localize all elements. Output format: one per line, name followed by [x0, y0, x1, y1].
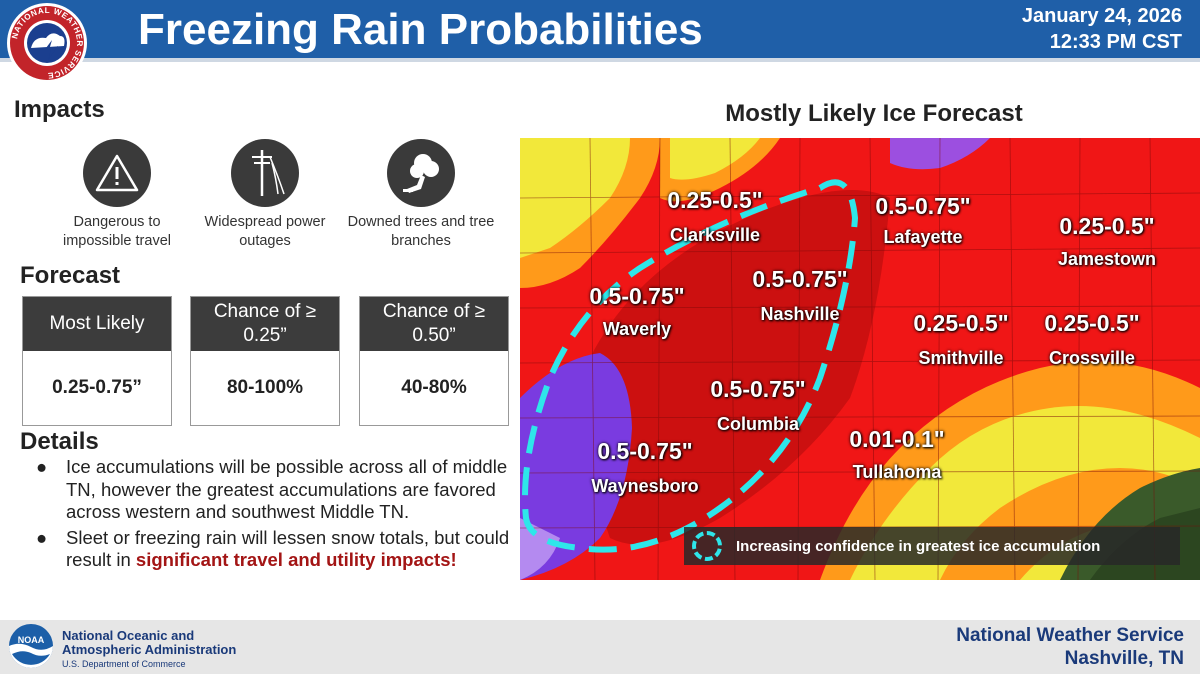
- page-title: Freezing Rain Probabilities: [138, 5, 703, 54]
- impact-trees: Downed trees and tree branches: [346, 139, 496, 251]
- map-label-amount: 0.25-0.5": [1059, 213, 1155, 239]
- map-label-waverly: 0.5-0.75" Waverly: [562, 283, 712, 340]
- downed-tree-icon: [387, 139, 455, 207]
- map-label-city: Waverly: [602, 319, 672, 339]
- details-item-text: Sleet or freezing rain will lessen snow …: [66, 526, 510, 571]
- map-label-jamestown: 0.25-0.5" Jamestown: [1032, 213, 1182, 270]
- map-legend-text: Increasing confidence in greatest ice ac…: [736, 537, 1101, 555]
- forecast-box-chance-050: Chance of ≥ 0.50” 40-80%: [359, 296, 509, 426]
- forecast-box-most-likely: Most Likely 0.25-0.75”: [22, 296, 172, 426]
- map-label-amount: 0.5-0.75": [710, 376, 806, 402]
- bullet-glyph: ●: [36, 456, 48, 477]
- office-line1: National Weather Service: [956, 625, 1184, 646]
- map-label-nashville: 0.5-0.75" Nashville: [725, 266, 875, 325]
- noaa-org-name: National Oceanic and Atmospheric Adminis…: [62, 629, 236, 657]
- map-label-waynesboro: 0.5-0.75" Waynesboro: [570, 438, 720, 497]
- noaa-org-line1: National Oceanic and: [62, 628, 195, 643]
- map-label-amount: 0.5-0.75": [589, 283, 685, 309]
- map-label-city: Lafayette: [883, 227, 963, 247]
- impact-power-label: Widespread power outages: [204, 214, 326, 249]
- map-label-city: Nashville: [760, 304, 840, 324]
- map-label-amount: 0.25-0.5": [913, 310, 1009, 336]
- map-label-amount: 0.01-0.1": [849, 426, 945, 452]
- map-label-tullahoma: 0.01-0.1" Tullahoma: [822, 426, 972, 483]
- map-label-city: Smithville: [918, 348, 1004, 368]
- details-item: ● Ice accumulations will be possible acr…: [24, 456, 520, 524]
- forecast-box-value: 80-100%: [226, 377, 304, 398]
- forecast-box-header: Chance of ≥ 0.25”: [191, 297, 339, 351]
- noaa-logo-icon: NOAA: [9, 624, 53, 668]
- map-label-lafayette: 0.5-0.75" Lafayette: [848, 193, 998, 248]
- header-divider: [0, 58, 1200, 62]
- forecast-box-header: Chance of ≥ 0.50”: [360, 297, 508, 351]
- map-label-smithville: 0.25-0.5" Smithville: [886, 310, 1036, 369]
- map-title: Mostly Likely Ice Forecast: [725, 100, 1023, 127]
- forecast-box-value: 0.25-0.75”: [52, 377, 142, 398]
- forecast-box-header: Most Likely: [23, 297, 171, 351]
- map-label-amount: 0.5-0.75": [752, 266, 848, 292]
- map-label-clarksville: 0.25-0.5" Clarksville: [640, 187, 790, 246]
- map-label-city: Crossville: [1048, 348, 1136, 368]
- header-bar: [0, 0, 1200, 58]
- noaa-org-line2: Atmospheric Administration: [62, 642, 237, 657]
- office-name: National Weather Service Nashville, TN: [956, 624, 1184, 670]
- noaa-department: U.S. Department of Commerce: [62, 659, 186, 669]
- impact-travel: Dangerous to impossible travel: [42, 139, 192, 251]
- forecast-heading: Forecast: [20, 262, 121, 289]
- impacts-heading: Impacts: [14, 96, 105, 123]
- issue-datetime: January 24, 2026 12:33 PM CST: [922, 3, 1182, 55]
- warning-triangle-icon: [83, 139, 151, 207]
- issue-date: January 24, 2026: [1021, 5, 1182, 27]
- power-pole-icon: [231, 139, 299, 207]
- impact-travel-label: Dangerous to impossible travel: [63, 214, 171, 249]
- details-item-text: Ice accumulations will be possible acros…: [66, 456, 508, 522]
- impact-trees-label: Downed trees and tree branches: [347, 214, 495, 249]
- confidence-outline: [522, 179, 859, 553]
- footer-bar: NOAA National Oceanic and Atmospheric Ad…: [0, 620, 1200, 674]
- map-label-city: Columbia: [716, 414, 799, 434]
- map-label-amount: 0.5-0.75": [875, 193, 971, 219]
- map-label-crossville: 0.25-0.5" Crossville: [1017, 310, 1167, 369]
- map-label-city: Waynesboro: [591, 476, 699, 496]
- issue-time: 12:33 PM CST: [1049, 31, 1182, 53]
- details-item-highlight: significant travel and utility impacts!: [135, 549, 457, 570]
- map-label-city: Jamestown: [1057, 249, 1157, 269]
- details-list: ● Ice accumulations will be possible acr…: [24, 456, 520, 575]
- nws-logo-icon: NATIONAL WEATHER SERVICE: [7, 3, 87, 83]
- bullet-glyph: ●: [36, 526, 48, 548]
- forecast-box-chance-025: Chance of ≥ 0.25” 80-100%: [190, 296, 340, 426]
- office-line2: Nashville, TN: [1064, 648, 1184, 669]
- details-heading: Details: [20, 428, 99, 455]
- noaa-logo-text: NOAA: [18, 635, 45, 645]
- dashed-circle-icon: [692, 531, 722, 561]
- impact-power: Widespread power outages: [190, 139, 340, 251]
- map-legend: Increasing confidence in greatest ice ac…: [684, 527, 1180, 565]
- map-label-city: Clarksville: [669, 225, 761, 245]
- forecast-box-value: 40-80%: [401, 377, 467, 398]
- map-label-amount: 0.25-0.5": [1044, 310, 1140, 336]
- map-label-columbia: 0.5-0.75" Columbia: [683, 376, 833, 435]
- map-label-city: Tullahoma: [852, 462, 942, 482]
- map-label-amount: 0.25-0.5": [667, 187, 763, 213]
- details-item: ● Sleet or freezing rain will lessen sno…: [24, 527, 520, 572]
- map-label-amount: 0.5-0.75": [597, 438, 693, 464]
